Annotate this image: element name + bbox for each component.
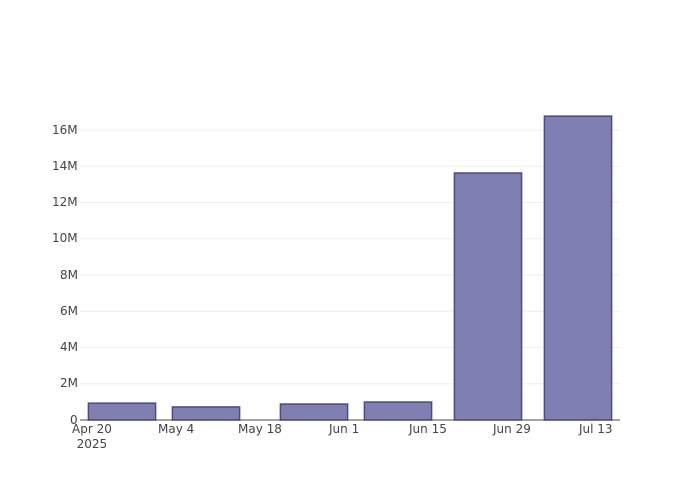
x-tick-label: Jul 13: [579, 422, 613, 436]
x-tick-label: May 4: [158, 422, 195, 436]
x-tick-label: Jun 29: [493, 422, 531, 436]
bar: [87, 402, 157, 421]
y-tick-label: 6M: [60, 303, 78, 318]
x-tick-label: May 18: [238, 422, 282, 436]
y-tick-label: 10M: [52, 231, 78, 246]
x-tick-label: Apr 20 2025: [72, 422, 112, 451]
y-tick-label: 0: [70, 412, 78, 427]
y-tick-label: 2M: [60, 376, 78, 391]
bar: [543, 115, 613, 421]
x-tick-label: Jun 1: [329, 422, 360, 436]
bar: [171, 406, 241, 421]
y-tick-label: 4M: [60, 340, 78, 355]
y-tick-label: 16M: [52, 122, 78, 137]
bar: [279, 403, 349, 421]
y-tick-label: 12M: [52, 195, 78, 210]
x-tick-label: Jun 15: [409, 422, 447, 436]
y-tick-label: 14M: [52, 158, 78, 173]
bar: [453, 172, 523, 421]
bar: [363, 401, 433, 421]
y-tick-label: 8M: [60, 267, 78, 282]
